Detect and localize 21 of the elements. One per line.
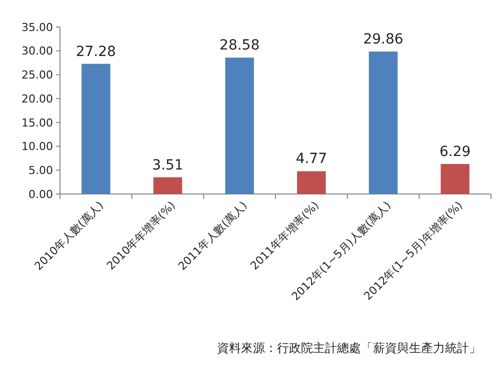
- y-tick-label: 15.00: [22, 116, 53, 130]
- bar: [440, 164, 470, 194]
- y-tick-label: 35.00: [22, 20, 53, 34]
- y-tick-label: 5.00: [28, 164, 53, 177]
- data-label: 3.51: [152, 157, 184, 174]
- bar: [297, 171, 326, 194]
- bar: [225, 58, 254, 194]
- data-label: 6.29: [439, 144, 471, 160]
- bar: [153, 177, 182, 194]
- data-label: 28.58: [220, 38, 260, 54]
- data-label: 4.77: [296, 151, 328, 168]
- y-tick-label: 25.00: [22, 68, 53, 82]
- data-label: 27.28: [76, 44, 116, 60]
- data-label: 29.86: [363, 32, 404, 48]
- bar: [368, 52, 398, 194]
- bar: [82, 64, 110, 194]
- y-tick-label: 30.00: [22, 44, 53, 58]
- y-tick-label: 20.00: [22, 92, 53, 106]
- y-tick-label: 10.00: [22, 140, 53, 154]
- source-note: 資料來源：行政院主計總處「薪資與生產力統計」: [217, 341, 481, 355]
- y-tick-label: 0.00: [28, 188, 53, 201]
